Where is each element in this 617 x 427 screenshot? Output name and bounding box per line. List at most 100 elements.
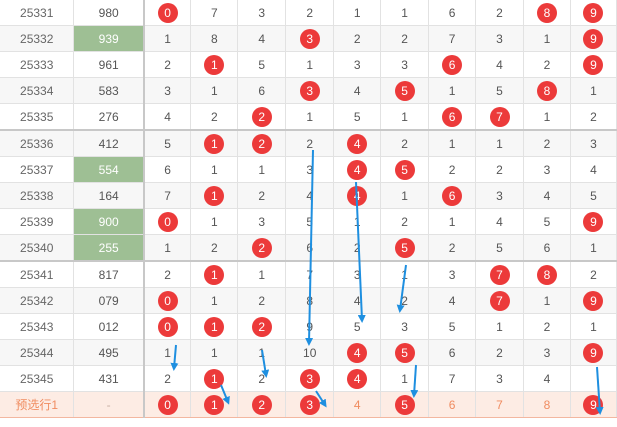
table-row: 25343 012 0 1 2 9 5 3 5 1 2 1 <box>0 313 617 340</box>
digit-cell-3: 3 <box>285 25 335 52</box>
hit-ball: 8 <box>536 2 557 23</box>
issue-number: 25342 <box>0 287 75 314</box>
digit-cell-2: 2 <box>237 313 287 340</box>
digit-cell-4: 5 <box>333 103 382 131</box>
digit-cell-7: 5 <box>475 234 524 262</box>
digit-cell-3: 9 <box>285 313 335 340</box>
digit-cell-7[interactable]: 7 <box>475 391 524 418</box>
digit-cell-1: 1 <box>190 313 239 340</box>
digit-cell-2: 2 <box>237 130 287 157</box>
digit-cell-6: 6 <box>428 0 477 26</box>
digit-cell-7: 1 <box>475 130 524 157</box>
table-row: 25331 980 0 7 3 2 1 1 6 2 8 9 <box>0 0 617 26</box>
digit-cell-9 <box>570 365 617 392</box>
digit-cell-5: 1 <box>380 365 430 392</box>
digit-cell-0: 2 <box>143 51 192 78</box>
table-row: 25341 817 2 1 1 7 3 1 3 7 8 2 <box>0 261 617 288</box>
digit-cell-0: 7 <box>143 182 192 209</box>
hit-ball: 9 <box>583 211 604 232</box>
hit-ball: 9 <box>583 54 604 75</box>
digit-cell-3: 8 <box>285 287 335 314</box>
table-row: 25335 276 4 2 2 1 5 1 6 7 1 2 <box>0 103 617 131</box>
digit-cell-7: 2 <box>475 0 524 26</box>
digit-cell-4[interactable]: 4 <box>333 391 382 418</box>
digit-cell-2: 1 <box>237 339 287 366</box>
issue-number: 25343 <box>0 313 75 340</box>
digit-cell-5: 3 <box>380 51 430 78</box>
digit-cell-6: 6 <box>428 182 477 209</box>
digit-cell-6: 6 <box>428 339 477 366</box>
digit-cell-6[interactable]: 6 <box>428 391 477 418</box>
hit-ball: 9 <box>583 342 604 363</box>
hit-ball: 1 <box>204 394 225 415</box>
draw-number: 079 <box>73 287 145 314</box>
digit-cell-9: 1 <box>570 234 617 262</box>
table-row: 25336 412 5 1 2 2 4 2 1 1 2 3 <box>0 130 617 157</box>
digit-cell-2: 6 <box>237 77 287 104</box>
table-row: 25345 431 2 1 2 3 4 1 7 3 4 <box>0 365 617 392</box>
digit-cell-9: 1 <box>570 77 617 104</box>
digit-cell-8: 6 <box>523 234 571 262</box>
hit-ball: 2 <box>251 394 272 415</box>
digit-cell-5: 1 <box>380 261 430 288</box>
digit-cell-1: 1 <box>190 182 239 209</box>
digit-cell-6: 1 <box>428 130 477 157</box>
table-row: 25337 554 6 1 1 3 4 5 2 2 3 4 <box>0 156 617 183</box>
hit-ball: 1 <box>204 185 225 206</box>
hit-ball: 7 <box>489 106 510 127</box>
digit-cell-1[interactable]: 1 <box>190 391 239 418</box>
draw-number: 255 <box>73 234 145 262</box>
digit-cell-8: 3 <box>523 339 571 366</box>
digit-cell-8: 4 <box>523 365 571 392</box>
prediction-row: 预选行1-0 1 2 3 4 5 6 7 8 9 <box>0 391 617 418</box>
digit-cell-0: 1 <box>143 339 192 366</box>
digit-cell-0: 0 <box>143 208 192 235</box>
hit-ball: 2 <box>251 106 272 127</box>
digit-cell-7: 3 <box>475 365 524 392</box>
table-row: 25333 961 2 1 5 1 3 3 6 4 2 9 <box>0 51 617 78</box>
draw-number: 961 <box>73 51 145 78</box>
issue-number: 25345 <box>0 365 75 392</box>
digit-cell-6: 1 <box>428 208 477 235</box>
issue-number: 25333 <box>0 51 75 78</box>
digit-cell-1: 8 <box>190 25 239 52</box>
draw-number: 431 <box>73 365 145 392</box>
prediction-label: 预选行1 <box>0 391 75 418</box>
digit-cell-1: 1 <box>190 130 239 157</box>
digit-cell-6: 7 <box>428 25 477 52</box>
draw-number: 012 <box>73 313 145 340</box>
digit-cell-9: 2 <box>570 261 617 288</box>
digit-cell-6: 6 <box>428 51 477 78</box>
digit-cell-5[interactable]: 5 <box>380 391 430 418</box>
digit-cell-0: 0 <box>143 0 192 26</box>
digit-cell-4: 3 <box>333 261 382 288</box>
hit-ball: 1 <box>204 54 225 75</box>
digit-cell-8: 8 <box>523 0 571 26</box>
digit-cell-5: 2 <box>380 287 430 314</box>
digit-cell-5: 2 <box>380 208 430 235</box>
table-row: 25332 939 1 8 4 3 2 2 7 3 1 9 <box>0 25 617 52</box>
hit-ball: 1 <box>204 368 225 389</box>
digit-cell-0: 2 <box>143 365 192 392</box>
digit-cell-7: 2 <box>475 156 524 183</box>
digit-cell-5: 2 <box>380 130 430 157</box>
digit-cell-2[interactable]: 2 <box>237 391 287 418</box>
digit-cell-8[interactable]: 8 <box>523 391 571 418</box>
digit-cell-3: 2 <box>285 130 335 157</box>
hit-ball: 0 <box>157 394 178 415</box>
digit-cell-5: 3 <box>380 313 430 340</box>
digit-cell-4: 4 <box>333 77 382 104</box>
hit-ball: 1 <box>204 264 225 285</box>
issue-number: 25334 <box>0 77 75 104</box>
issue-number: 25340 <box>0 234 75 262</box>
draw-number: 817 <box>73 261 145 288</box>
digit-cell-3[interactable]: 3 <box>285 391 335 418</box>
digit-cell-0[interactable]: 0 <box>143 391 192 418</box>
digit-cell-5: 1 <box>380 103 430 131</box>
digit-cell-0: 0 <box>143 287 192 314</box>
draw-number: 495 <box>73 339 145 366</box>
digit-cell-7: 4 <box>475 208 524 235</box>
digit-cell-9[interactable]: 9 <box>570 391 617 418</box>
hit-ball: 0 <box>157 211 178 232</box>
digit-cell-1: 1 <box>190 261 239 288</box>
